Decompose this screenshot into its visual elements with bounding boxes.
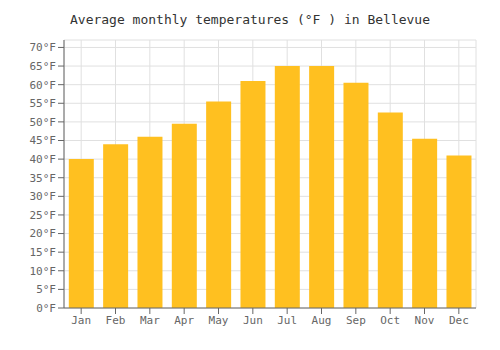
- svg-text:Jul: Jul: [277, 314, 297, 327]
- svg-text:30°F: 30°F: [30, 190, 57, 203]
- svg-text:70°F: 70°F: [30, 41, 57, 54]
- svg-text:Feb: Feb: [106, 314, 126, 327]
- svg-text:Apr: Apr: [174, 314, 194, 327]
- svg-text:5°F: 5°F: [36, 283, 56, 296]
- svg-text:Dec: Dec: [449, 314, 469, 327]
- svg-text:Jan: Jan: [71, 314, 91, 327]
- html-text:Average monthly temperatures (: Average monthly temperatures (°F ) in Be…: [70, 12, 430, 27]
- svg-text:65°F: 65°F: [30, 60, 57, 73]
- svg-text:40°F: 40°F: [30, 153, 57, 166]
- svg-text:0°F: 0°F: [36, 302, 56, 315]
- svg-text:Aug: Aug: [312, 314, 332, 327]
- svg-text:Sep: Sep: [346, 314, 366, 327]
- svg-text:Mar: Mar: [140, 314, 160, 327]
- svg-text:25°F: 25°F: [30, 209, 57, 222]
- svg-text:May: May: [209, 314, 229, 327]
- svg-text:60°F: 60°F: [30, 79, 57, 92]
- svg-text:35°F: 35°F: [30, 172, 57, 185]
- svg-text:55°F: 55°F: [30, 97, 57, 110]
- svg-text:10°F: 10°F: [30, 265, 57, 278]
- svg-text:50°F: 50°F: [30, 116, 57, 129]
- svg-text:Oct: Oct: [380, 314, 400, 327]
- svg-text:20°F: 20°F: [30, 227, 57, 240]
- svg-text:Nov: Nov: [415, 314, 435, 327]
- svg-text:45°F: 45°F: [30, 134, 57, 147]
- svg-text:Jun: Jun: [243, 314, 263, 327]
- svg-text:15°F: 15°F: [30, 246, 57, 259]
